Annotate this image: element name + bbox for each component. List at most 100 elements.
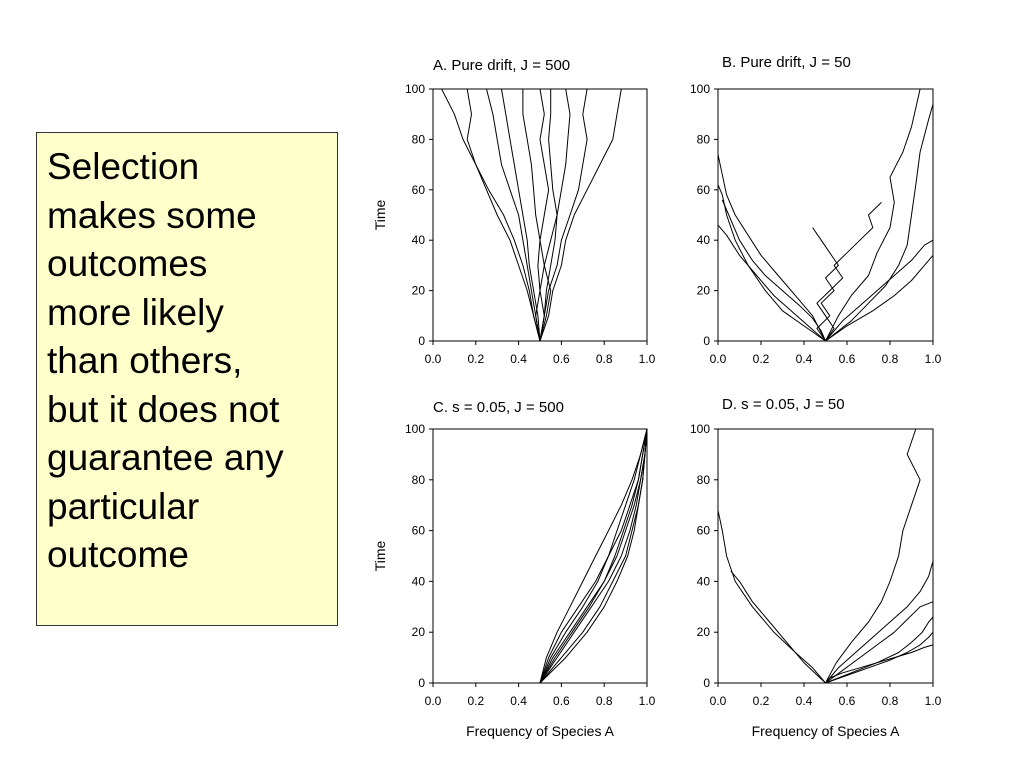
x-tick-label: 0.8	[882, 694, 899, 708]
x-tick-label: 0.0	[425, 694, 442, 708]
series-line	[717, 510, 826, 684]
series-line	[486, 88, 541, 342]
y-tick-label: 80	[697, 132, 711, 146]
series-line	[539, 88, 588, 342]
note-line: Selection	[47, 146, 200, 187]
note-line: but it does not	[47, 388, 280, 430]
series-line	[730, 570, 826, 684]
note-line: particular	[47, 485, 200, 527]
x-tick-label: 0.8	[882, 352, 899, 366]
series-line	[539, 428, 648, 684]
x-tick-label: 0.4	[510, 694, 527, 708]
y-tick-label: 40	[697, 233, 711, 247]
x-tick-label: 1.0	[925, 352, 942, 366]
note-line: makes some	[47, 194, 257, 236]
chart-title: C. s = 0.05, J = 500	[433, 399, 564, 416]
chart-title: D. s = 0.05, J = 50	[722, 396, 845, 413]
x-tick-label: 0.8	[596, 694, 613, 708]
y-tick-label: 60	[697, 524, 711, 538]
series-line	[539, 88, 624, 342]
y-tick-label: 60	[412, 524, 426, 538]
y-tick-label: 0	[418, 334, 425, 348]
y-tick-label: 80	[412, 473, 426, 487]
series-line	[825, 631, 934, 684]
series-line	[825, 254, 934, 342]
x-tick-label: 0.6	[553, 694, 570, 708]
x-tick-label: 0.4	[796, 694, 813, 708]
note-line: more likely	[47, 291, 224, 333]
series-line	[721, 199, 826, 342]
series-line	[501, 88, 541, 342]
series-line	[825, 644, 934, 684]
chart-panel-d: 0.0 0.2 0.4 0.6 0.8 1.0 0 20 40 60 80 100 D. s = 0.0…	[690, 396, 942, 739]
series-line	[539, 428, 648, 684]
series-line	[825, 428, 921, 684]
chart-panel-b: 0.0 0.2 0.4 0.6 0.8 1.0 0 20 40 60 80 100 B. Pure dr…	[690, 54, 942, 366]
y-tick-label: 20	[412, 284, 426, 298]
y-tick-label: 20	[697, 625, 711, 639]
x-tick-label: 1.0	[925, 694, 942, 708]
series-line	[825, 239, 934, 342]
x-tick-label: 0.2	[467, 694, 484, 708]
plot-area-frame	[717, 88, 934, 342]
x-tick-label: 0.6	[553, 352, 570, 366]
note-line: outcome	[47, 534, 189, 575]
series-line	[539, 428, 648, 684]
series-line	[812, 227, 839, 342]
selection-note-box: Selection makes some outcomes more likel…	[36, 132, 338, 626]
x-tick-label: 0.4	[796, 352, 813, 366]
x-tick-label: 0.4	[510, 352, 527, 366]
chart-panel-a: 0.0 0.2 0.4 0.6 0.8 1.0 0 20 40 60 80 100 A. Pure dr…	[372, 57, 656, 366]
y-tick-label: 0	[703, 334, 710, 348]
y-tick-label: 20	[412, 625, 426, 639]
series-line	[539, 428, 648, 684]
chart-title: A. Pure drift, J = 500	[433, 57, 570, 74]
y-tick-label: 60	[412, 183, 426, 197]
note-line: outcomes	[47, 243, 208, 284]
y-tick-label: 100	[690, 82, 710, 96]
y-tick-label: 100	[405, 422, 425, 436]
note-line: than others,	[47, 340, 243, 381]
series-line	[825, 616, 934, 684]
series-line	[522, 89, 545, 342]
chart-panel-c: 0.0 0.2 0.4 0.6 0.8 1.0 0 20 40 60 80 100 C. s = 0.0…	[372, 399, 656, 739]
series-line	[535, 88, 571, 342]
series-line	[441, 88, 541, 342]
y-tick-label: 80	[412, 132, 426, 146]
y-tick-label: 40	[412, 574, 426, 588]
series-line	[539, 89, 558, 342]
x-tick-label: 0.6	[839, 694, 856, 708]
series-line	[717, 139, 826, 342]
y-axis-label: Time	[372, 199, 388, 230]
chart-title: B. Pure drift, J = 50	[722, 54, 851, 71]
series-line	[539, 428, 648, 684]
y-tick-label: 0	[703, 676, 710, 690]
y-tick-label: 60	[697, 183, 711, 197]
x-tick-label: 0.2	[467, 352, 484, 366]
y-tick-label: 20	[697, 284, 711, 298]
y-tick-label: 0	[418, 676, 425, 690]
series-line	[717, 224, 826, 342]
x-tick-label: 0.6	[839, 352, 856, 366]
y-tick-label: 40	[412, 233, 426, 247]
x-axis-label: Frequency of Species A	[752, 723, 901, 739]
x-tick-label: 0.2	[753, 352, 770, 366]
y-tick-label: 100	[405, 82, 425, 96]
x-tick-label: 1.0	[639, 694, 656, 708]
x-tick-label: 0.8	[596, 352, 613, 366]
series-line	[539, 428, 648, 684]
series-line	[816, 202, 882, 342]
series-line	[825, 560, 934, 684]
x-tick-label: 0.2	[753, 694, 770, 708]
x-tick-label: 1.0	[639, 352, 656, 366]
plot-area-frame	[717, 428, 934, 684]
series-line	[466, 88, 541, 342]
series-line	[825, 601, 934, 684]
x-tick-label: 0.0	[425, 352, 442, 366]
y-tick-label: 40	[697, 574, 711, 588]
series-line	[539, 428, 648, 684]
y-axis-label: Time	[372, 540, 388, 571]
series-line	[717, 184, 826, 342]
x-axis-label: Frequency of Species A	[466, 723, 615, 739]
